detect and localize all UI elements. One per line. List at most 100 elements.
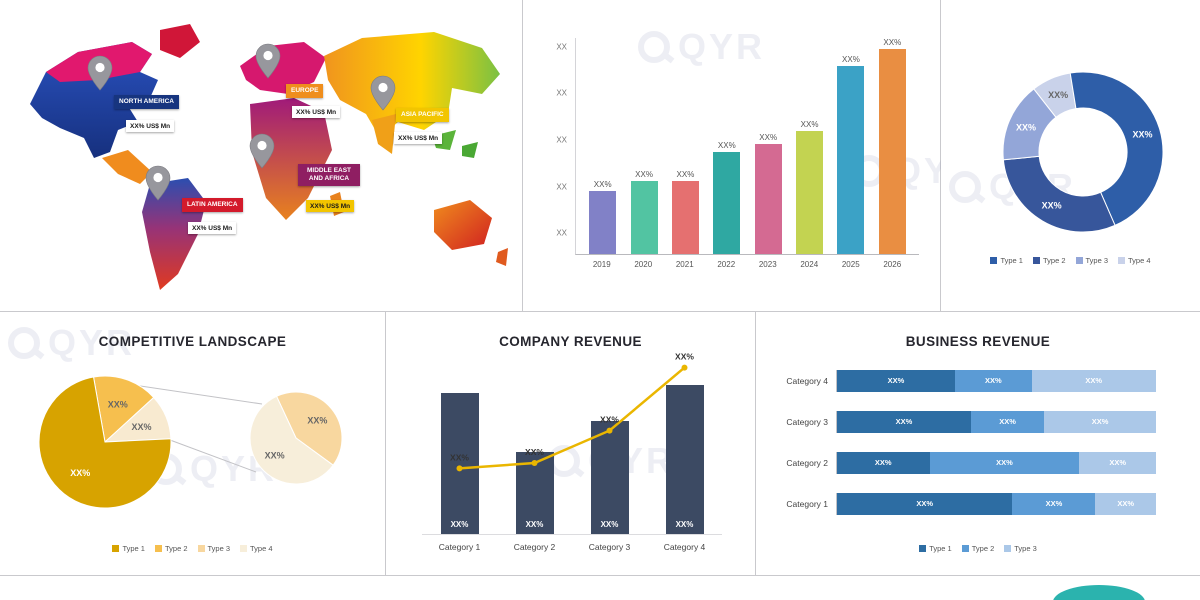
legend-label: Type 3 — [1014, 544, 1037, 553]
legend-item: Type 4 — [1118, 256, 1151, 265]
bar — [878, 49, 906, 254]
bar — [630, 180, 658, 254]
slice-label: XX% — [1016, 123, 1036, 133]
panel-competitive-landscape: QYR QYR COMPETITIVE LANDSCAPE XX% XX% XX% X… — [0, 312, 386, 576]
x-axis-label: 2022 — [717, 260, 736, 269]
bar-segment: XX% — [929, 451, 1080, 474]
location-pin-icon — [370, 75, 396, 111]
legend-item: Type 2 — [154, 544, 188, 553]
bar-segment: XX% — [1044, 410, 1156, 433]
bar-column: XX% — [623, 38, 664, 254]
location-pin-icon — [255, 43, 281, 79]
bar-segment: XX% — [970, 410, 1045, 433]
panel-market-size-chart: QYR QYR XX XX XX XX XX XX% XX% XX% XX% XX% XX% XX%… — [523, 0, 977, 312]
logo-ellipse — [1053, 585, 1145, 600]
region-label-north-america: NORTH AMERICA — [114, 95, 180, 109]
donut-chart: XX% XX% XX% XX% — [1002, 71, 1164, 233]
bar-column: XX% — [665, 38, 706, 254]
slice-label: XX% — [265, 451, 285, 461]
category-label: Category 1 — [786, 498, 828, 509]
location-pin-icon — [249, 133, 275, 169]
stacked-bar-row: Category 3 XX% XX% XX% — [764, 401, 1156, 442]
bar-segment: XX% — [837, 492, 1013, 515]
bar-value-label: XX% — [717, 141, 736, 151]
bar-segment: XX% — [1031, 369, 1156, 392]
stacked-bar-row: Category 2 XX% XX% XX% — [764, 442, 1156, 483]
bar-segment: XX% — [955, 369, 1032, 392]
pie-segment — [1002, 88, 1057, 161]
x-axis-label: 2024 — [800, 260, 819, 269]
bar-column: XX% — [872, 38, 913, 254]
x-axis-label: 2023 — [758, 260, 777, 269]
x-axis-label: 2026 — [883, 260, 902, 269]
pie-segment — [249, 395, 334, 485]
legend-item: Type 3 — [1004, 544, 1037, 553]
legend-swatch — [240, 545, 248, 552]
x-axis-label: Category 4 — [663, 542, 706, 552]
bar-value-label: XX% — [800, 119, 819, 129]
bar: XX% — [665, 385, 704, 534]
location-pin-icon — [87, 55, 113, 91]
bar-segment: XX% — [1079, 451, 1156, 474]
legend-swatch — [961, 545, 969, 552]
bar-segment: XX% — [1095, 492, 1156, 515]
callout-line — [169, 439, 257, 473]
x-axis-labels: 2019 2020 2021 2022 2023 2024 2025 2026 — [575, 260, 919, 269]
stacked-bar: XX% XX% XX% — [836, 369, 1156, 392]
legend-label: Type 2 — [164, 544, 188, 553]
x-axis-label: 2021 — [675, 260, 694, 269]
legend-label: Type 1 — [122, 544, 145, 553]
legend-item: Type 1 — [919, 544, 952, 553]
stacked-bar-row: Category 1 XX% XX% XX% — [764, 483, 1156, 524]
bar — [671, 180, 699, 254]
y-axis-tick: XX — [556, 42, 567, 52]
y-axis-tick: XX — [556, 88, 567, 98]
bar-segment: XX% — [1012, 492, 1096, 515]
region-value-middle-east-africa: XX% US$ Mn — [306, 200, 355, 212]
x-axis-label: Category 3 — [588, 542, 631, 552]
region-value-europe: XX% US$ Mn — [292, 106, 341, 118]
panel-business-revenue: BUSINESS REVENUE Category 4 XX% XX% XX% Cate… — [756, 312, 1200, 576]
panel-company-revenue: QYR COMPANY REVENUE XX% XX% XX% XX% XX% XX% X… — [386, 312, 756, 576]
y-axis-tick: XX — [556, 228, 567, 238]
x-axis-label: Category 1 — [438, 542, 481, 552]
bar-column: XX% — [497, 355, 572, 534]
region-label-europe: EUROPE — [286, 84, 324, 98]
bar: XX% — [440, 392, 479, 534]
legend-swatch — [919, 545, 927, 552]
legend-item: Type 3 — [197, 544, 230, 553]
bar-value-label: XX% — [600, 520, 619, 529]
legend-item: Type 2 — [1032, 256, 1066, 265]
legend-swatch — [1118, 257, 1126, 264]
bar-value-label: XX% — [450, 520, 469, 529]
legend-swatch — [197, 545, 205, 552]
panel-title-company-revenue: COMPANY REVENUE — [499, 334, 642, 349]
bar-segment: XX% — [837, 451, 930, 474]
region-value-north-america: XX% US$ Mn — [126, 120, 175, 132]
donut-legend: Type 1 Type 2 Type 3 Type 4 — [941, 256, 1200, 265]
world-map — [30, 24, 508, 290]
x-axis-label: 2019 — [592, 260, 611, 269]
bar-value-label: XX% — [883, 38, 902, 47]
bar-value-label: XX% — [676, 169, 695, 179]
stacked-bar: XX% XX% XX% — [836, 492, 1156, 515]
bar-column: XX% — [830, 38, 871, 254]
slice-label: XX% — [70, 468, 90, 478]
bar-column: XX% — [647, 355, 722, 534]
y-axis-tick: XX — [556, 182, 567, 192]
bar — [754, 143, 782, 254]
category-label: Category 2 — [786, 457, 828, 468]
region-label-asia-pacific: ASIA PACIFIC — [396, 108, 449, 122]
bar-value-label: XX% — [635, 169, 653, 179]
pie-segment — [38, 376, 172, 509]
company-bar-series: XX% XX% XX% XX% — [422, 355, 722, 534]
stacked-bar-rows: Category 4 XX% XX% XX% Category 3 XX% XX% XX% Ca… — [764, 360, 1156, 524]
legend-item: Type 1 — [990, 256, 1023, 265]
bar: XX% — [590, 421, 629, 534]
pie-segment — [275, 391, 343, 466]
company-x-axis-labels: Category 1 Category 2 Category 3 Category 4 — [422, 542, 722, 552]
business-legend: Type 1 Type 2 Type 3 — [756, 544, 1200, 553]
slice-label: XX% — [307, 415, 327, 425]
legend-label: Type 1 — [1000, 256, 1023, 265]
legend-item: Type 1 — [112, 544, 145, 553]
